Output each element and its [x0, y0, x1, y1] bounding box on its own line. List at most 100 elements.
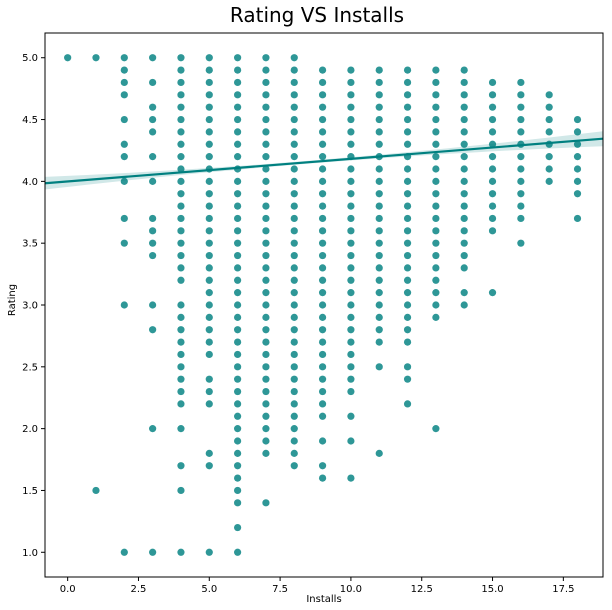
data-point: [318, 276, 327, 284]
data-point: [432, 289, 440, 297]
data-point: [347, 474, 355, 482]
data-point: [149, 326, 157, 334]
data-point: [403, 128, 412, 136]
data-point: [205, 239, 213, 247]
data-point: [177, 140, 185, 148]
data-point: [318, 91, 327, 99]
data-point: [205, 190, 213, 198]
data-point: [120, 54, 128, 62]
data-point: [234, 153, 242, 161]
data-point: [234, 425, 242, 433]
data-point: [375, 264, 383, 272]
data-point: [290, 251, 298, 260]
data-point: [149, 115, 157, 124]
data-point: [234, 462, 242, 470]
y-tick-label: 4.5: [22, 115, 38, 126]
data-point: [460, 214, 468, 223]
data-point: [177, 239, 185, 247]
data-point: [262, 153, 270, 161]
data-point: [347, 289, 355, 297]
data-point: [177, 313, 185, 321]
data-point: [347, 214, 355, 223]
data-point: [290, 239, 298, 247]
data-point: [488, 177, 497, 185]
data-point: [460, 103, 468, 111]
data-point: [488, 91, 497, 99]
data-point: [262, 202, 270, 210]
data-point: [403, 78, 412, 87]
data-point: [432, 227, 440, 235]
data-point: [545, 91, 553, 99]
data-point: [290, 313, 298, 321]
data-point: [177, 326, 185, 334]
data-point: [403, 239, 412, 247]
data-point: [318, 363, 327, 371]
data-point: [403, 301, 412, 309]
data-point: [120, 153, 128, 161]
data-point: [318, 190, 327, 198]
data-point: [290, 128, 298, 136]
data-point: [262, 350, 270, 359]
data-point: [290, 66, 298, 74]
data-point: [262, 499, 270, 507]
data-point: [290, 153, 298, 161]
data-point: [318, 387, 327, 396]
data-point: [234, 103, 242, 111]
data-point: [234, 66, 242, 74]
data-point: [318, 400, 327, 408]
data-point: [205, 251, 213, 260]
data-point: [488, 103, 497, 111]
data-point: [262, 66, 270, 74]
data-point: [290, 363, 298, 371]
data-point: [205, 313, 213, 321]
data-point: [234, 412, 242, 420]
data-point: [432, 140, 440, 148]
data-point: [347, 350, 355, 359]
data-point: [573, 115, 582, 124]
data-point: [347, 227, 355, 235]
data-point: [262, 264, 270, 272]
y-tick-label: 1.0: [22, 548, 38, 559]
data-point: [205, 387, 213, 396]
data-point: [234, 326, 242, 334]
data-point: [205, 214, 213, 223]
data-point: [234, 338, 242, 346]
data-point: [149, 239, 157, 247]
data-point: [205, 140, 213, 148]
data-point: [234, 140, 242, 148]
data-point: [205, 115, 213, 124]
data-point: [318, 165, 327, 173]
data-point: [375, 338, 383, 346]
data-point: [545, 115, 553, 124]
data-point: [517, 239, 525, 247]
data-point: [460, 190, 468, 198]
data-point: [375, 313, 383, 321]
regression-layer: [44, 131, 604, 190]
data-point: [460, 66, 468, 74]
data-point: [177, 251, 185, 260]
x-tick-label: 7.5: [272, 584, 288, 595]
data-point: [403, 264, 412, 272]
data-point: [290, 375, 298, 383]
data-point: [234, 486, 242, 495]
data-point: [149, 301, 157, 309]
data-point: [120, 78, 128, 87]
data-point: [290, 78, 298, 87]
data-point: [318, 78, 327, 87]
data-point: [375, 363, 383, 371]
data-point: [177, 486, 185, 495]
data-point: [375, 165, 383, 173]
data-point: [347, 301, 355, 309]
data-point: [262, 128, 270, 136]
data-point: [347, 276, 355, 284]
data-point: [290, 462, 298, 470]
data-point: [432, 202, 440, 210]
data-point: [262, 326, 270, 334]
data-point: [177, 548, 185, 556]
data-point: [375, 326, 383, 334]
data-point: [347, 115, 355, 124]
data-point: [290, 202, 298, 210]
data-point: [177, 165, 185, 173]
data-point: [432, 165, 440, 173]
data-point: [262, 103, 270, 111]
